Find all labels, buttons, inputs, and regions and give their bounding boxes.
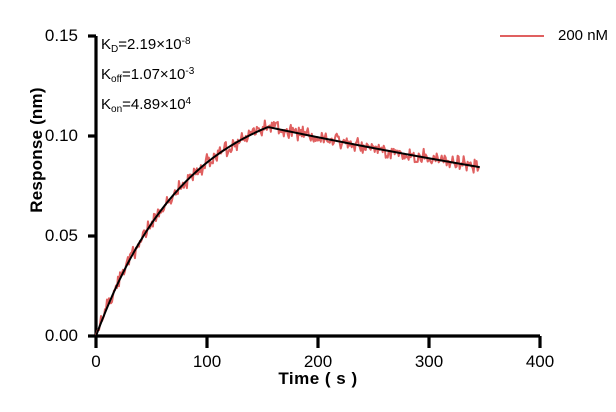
kinetics-annotation: KD=2.19×10-8 Koff=1.07×10-3 Kon=4.89×104 xyxy=(101,31,194,121)
legend-line-swatch xyxy=(500,34,544,37)
sensorgram-fit-curve xyxy=(95,126,480,337)
axes-group xyxy=(88,34,542,348)
kinetics-koff-line: Koff=1.07×10-3 xyxy=(101,61,194,91)
kon-exponent: 4 xyxy=(185,96,192,107)
data-series-group xyxy=(95,119,480,337)
kd-symbol: K xyxy=(101,36,112,53)
sensorgram-raw-trace xyxy=(95,119,480,336)
kon-subscript: on xyxy=(111,104,123,115)
x-axis-ticks xyxy=(94,336,542,348)
kd-subscript: D xyxy=(111,44,119,55)
y-tick-label-0.05: 0.05 xyxy=(44,226,78,245)
koff-exponent: -3 xyxy=(185,66,195,77)
y-tick-label-0.15: 0.15 xyxy=(44,26,78,45)
legend: 200 nM xyxy=(500,27,608,44)
kon-value: =4.89×10 xyxy=(122,96,186,113)
kinetics-kon-line: Kon=4.89×104 xyxy=(101,91,194,121)
y-axis-title: Response (nm) xyxy=(27,87,46,213)
y-tick-label-0.10: 0.10 xyxy=(44,126,78,145)
kd-value: =2.19×10 xyxy=(118,36,182,53)
x-tick-label-0: 0 xyxy=(91,352,101,371)
x-tick-label-400: 400 xyxy=(525,352,555,371)
koff-subscript: off xyxy=(111,74,122,85)
legend-label: 200 nM xyxy=(558,27,609,44)
x-axis-title: Time ( s ) xyxy=(278,369,358,388)
koff-value: =1.07×10 xyxy=(121,66,186,83)
kd-exponent: -8 xyxy=(181,36,191,47)
x-tick-label-200: 200 xyxy=(303,352,333,371)
koff-symbol: K xyxy=(101,66,112,83)
y-tick-label-0.00: 0.00 xyxy=(44,326,78,345)
x-tick-label-300: 300 xyxy=(414,352,444,371)
kinetics-kd-line: KD=2.19×10-8 xyxy=(101,31,194,61)
kon-symbol: K xyxy=(101,96,112,113)
x-tick-label-100: 100 xyxy=(192,352,222,371)
